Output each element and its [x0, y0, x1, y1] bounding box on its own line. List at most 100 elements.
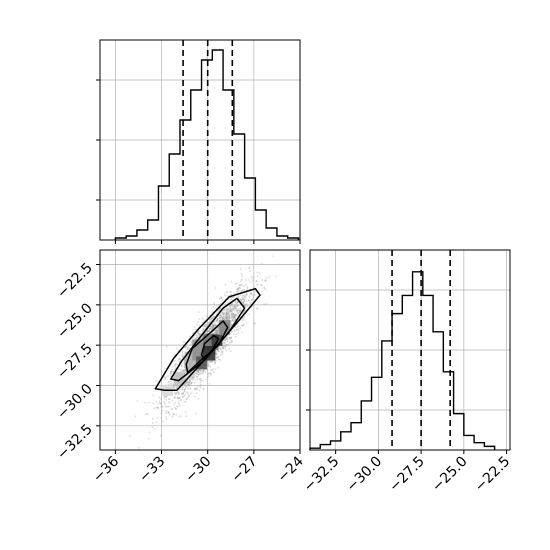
scatter-point: [228, 307, 231, 310]
scatter-point: [223, 317, 226, 319]
scatter-point: [239, 310, 242, 312]
scatter-point: [238, 284, 241, 287]
x-tick-label: −33: [136, 454, 168, 486]
scatter-point: [192, 373, 195, 376]
scatter-point: [219, 353, 222, 356]
scatter-point: [225, 344, 228, 346]
scatter-point: [246, 287, 249, 289]
scatter-point: [236, 305, 238, 308]
scatter-point: [191, 376, 194, 379]
scatter-point: [216, 319, 219, 322]
scatter-point: [217, 331, 220, 334]
scatter-point: [229, 310, 231, 313]
scatter-point: [237, 295, 240, 298]
scatter-point: [165, 418, 168, 421]
scatter-point: [199, 369, 202, 372]
scatter-point: [208, 321, 211, 324]
panel-2d: −36 −33 −30 −27 −24 −22.5−25.0−27.5−30.0−32.…: [54, 249, 307, 486]
scatter-point: [178, 416, 181, 418]
scatter-point: [207, 322, 210, 325]
scatter-point: [210, 369, 213, 372]
scatter-point: [227, 294, 230, 297]
scatter-point: [197, 332, 200, 335]
scatter-point: [208, 330, 211, 332]
scatter-point: [231, 316, 234, 319]
scatter-point: [212, 325, 215, 327]
scatter-point: [233, 309, 236, 312]
scatter-point: [232, 307, 234, 310]
scatter-point: [226, 336, 229, 339]
scatter-point: [197, 370, 200, 373]
scatter-point: [224, 294, 227, 297]
scatter-point: [197, 371, 200, 373]
scatter-point: [238, 325, 240, 328]
scatter-point: [230, 323, 233, 325]
scatter-point: [213, 331, 215, 334]
scatter-point: [252, 279, 254, 282]
scatter-point: [234, 301, 237, 303]
scatter-point: [221, 318, 224, 320]
scatter-point: [226, 315, 229, 318]
scatter-point: [193, 373, 196, 376]
scatter-point: [163, 378, 166, 381]
scatter-point: [220, 316, 223, 319]
scatter-point: [208, 372, 211, 375]
scatter-point: [234, 318, 237, 321]
x-tick-label: −30: [182, 454, 214, 486]
scatter-point: [212, 323, 215, 326]
scatter-point: [190, 381, 193, 384]
scatter-point: [229, 306, 232, 309]
scatter-point: [226, 340, 229, 343]
scatter-point: [232, 318, 235, 320]
scatter-point: [176, 347, 178, 350]
histogram-2-ticks: −32.5 −30.0 −27.5 −25.0 −22.5: [301, 289, 513, 495]
scatter-point: [194, 388, 196, 390]
scatter-point: [236, 288, 239, 291]
scatter-point: [233, 316, 236, 319]
scatter-point: [230, 336, 233, 339]
scatter-point: [171, 368, 173, 371]
scatter-point: [165, 416, 167, 418]
scatter-point: [232, 307, 235, 310]
scatter-point: [199, 385, 202, 388]
scatter-point: [203, 325, 206, 327]
scatter-point: [213, 320, 216, 323]
y-tick-label: −32.5: [54, 421, 96, 463]
scatter-point: [222, 345, 224, 348]
scatter-point: [227, 317, 230, 320]
scatter-point: [202, 370, 205, 372]
scatter-point: [230, 315, 233, 317]
scatter-point: [157, 406, 159, 409]
scatter-point: [176, 405, 179, 408]
scatter-point: [212, 306, 215, 308]
scatter-point: [256, 307, 259, 310]
scatter-point: [231, 298, 233, 300]
scatter-point: [234, 305, 237, 307]
scatter-point: [216, 319, 218, 322]
x-tick-label: −36: [90, 453, 122, 485]
scatter-point: [224, 314, 227, 317]
scatter-point: [210, 326, 213, 329]
scatter-point: [171, 408, 174, 411]
scatter-point: [256, 283, 259, 286]
scatter-point: [234, 317, 237, 319]
scatter-point: [196, 323, 199, 326]
scatter-point: [227, 343, 230, 346]
scatter-point: [221, 299, 224, 301]
scatter-point: [245, 297, 247, 300]
scatter-point: [253, 322, 256, 324]
scatter-point: [252, 296, 255, 298]
scatter-point: [242, 324, 245, 326]
scatter-point: [209, 327, 211, 330]
scatter-point: [238, 308, 240, 310]
scatter-point: [228, 318, 230, 320]
scatter-point: [190, 343, 193, 346]
scatter-point: [200, 387, 203, 389]
scatter-point: [187, 382, 189, 384]
scatter-point: [235, 314, 238, 317]
histogram-2-step-line: [309, 271, 496, 450]
scatter-point: [230, 309, 233, 312]
scatter-point: [237, 304, 240, 307]
scatter-point: [263, 280, 266, 282]
scatter-point: [242, 301, 245, 304]
